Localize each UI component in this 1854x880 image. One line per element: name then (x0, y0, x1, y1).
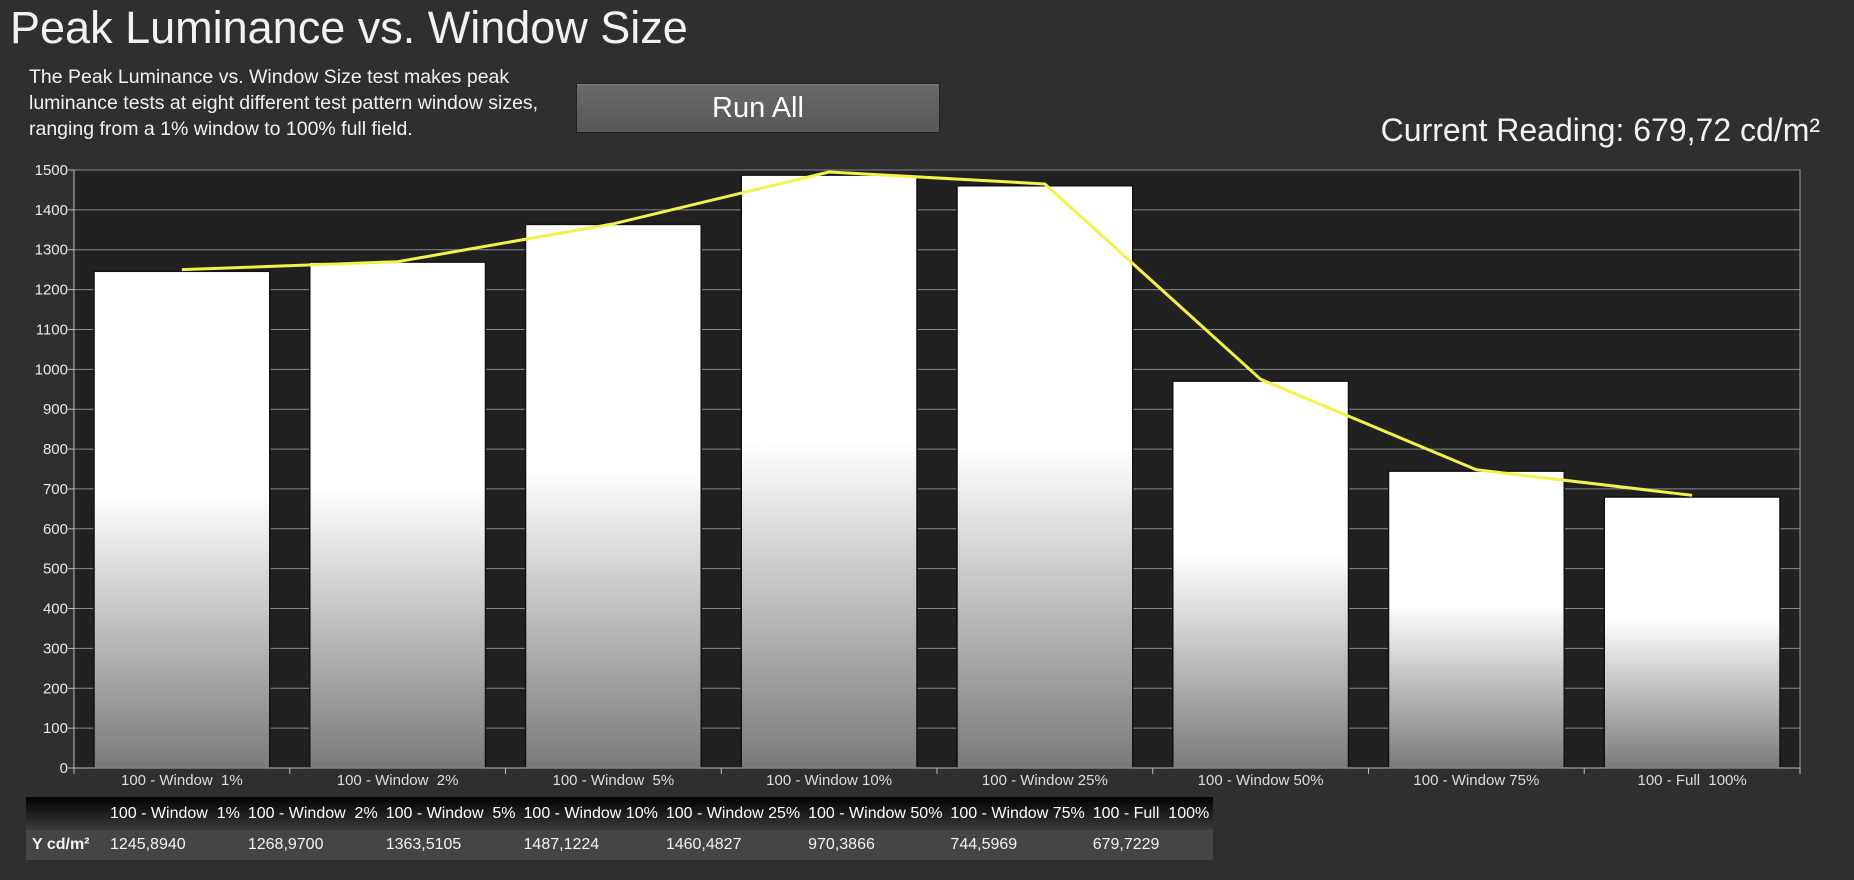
x-tick-label: 100 - Window 5% (553, 772, 675, 789)
y-tick-label: 1100 (36, 321, 68, 338)
current-reading: Current Reading: 679,72 cd/m² (1380, 112, 1820, 148)
table-header-row: 100 - Window 1% 100 - Window 2% 100 - Wind… (26, 797, 1214, 830)
table-column-header: 100 - Window 5% (381, 797, 520, 830)
x-tick-label: 100 - Window 25% (982, 772, 1108, 789)
y-tick-label: 1400 (35, 202, 68, 219)
bar (93, 270, 271, 769)
y-tick-label: 0 (60, 760, 68, 777)
y-tick-label: 1000 (35, 361, 68, 378)
bar (1387, 470, 1565, 769)
table-row: Y cd/m² 1245,8940 1268,9700 1363,5105 1487,1… (26, 830, 1214, 860)
table-column-header: 100 - Window 10% (519, 797, 662, 830)
table-cell: 1245,8940 (106, 830, 244, 860)
table-corner-cell (26, 797, 106, 830)
bar (1172, 380, 1350, 769)
bar (740, 174, 918, 769)
table-cell: 744,5969 (946, 830, 1089, 860)
y-tick-label: 100 (43, 720, 68, 737)
y-tick-label: 900 (43, 401, 68, 418)
x-tick-label: 100 - Window 75% (1413, 772, 1539, 789)
table-row-label: Y cd/m² (26, 830, 106, 860)
x-tick-label: 100 - Window 50% (1198, 772, 1324, 789)
x-tick-label: 100 - Window 2% (337, 772, 459, 789)
table-column-header: 100 - Window 1% (106, 797, 244, 830)
y-tick-label: 300 (43, 640, 68, 657)
table-cell: 1363,5105 (381, 830, 520, 860)
y-tick-label: 1500 (35, 162, 68, 179)
page-title: Peak Luminance vs. Window Size (10, 2, 688, 53)
table-cell: 970,3866 (804, 830, 947, 860)
table-cell: 679,7229 (1088, 830, 1214, 860)
x-tick-label: 100 - Full 100% (1638, 772, 1747, 789)
table-cell: 1460,4827 (661, 830, 805, 860)
table-column-header: 100 - Window 25% (661, 797, 805, 830)
bar (1603, 496, 1781, 769)
table-column-header: 100 - Window 2% (243, 797, 382, 830)
table-column-header: 100 - Window 50% (804, 797, 947, 830)
bar (524, 223, 702, 769)
test-description: The Peak Luminance vs. Window Size test … (29, 66, 539, 140)
y-tick-label: 400 (43, 601, 68, 618)
y-tick-label: 500 (43, 561, 68, 578)
y-tick-label: 1300 (35, 242, 68, 259)
y-tick-label: 700 (43, 481, 68, 498)
y-tick-label: 600 (43, 521, 68, 538)
y-tick-label: 800 (43, 441, 68, 458)
series-line (181, 170, 1693, 497)
table-cell: 1487,1224 (519, 830, 662, 860)
results-table: 100 - Window 1% 100 - Window 2% 100 - Wind… (26, 797, 1214, 860)
luminance-chart: 0 100 200 300 400 500 600 700 800 900 1000 1100 1200… (35, 162, 1801, 789)
run-all-button[interactable]: Run All (576, 83, 940, 133)
table-column-header: 100 - Full 100% (1088, 797, 1214, 830)
x-tick-label: 100 - Window 1% (121, 772, 243, 789)
bar (309, 261, 487, 769)
bar (956, 185, 1134, 769)
x-tick-label: 100 - Window 10% (766, 772, 892, 789)
y-tick-label: 200 (43, 680, 68, 697)
y-tick-label: 1200 (35, 282, 68, 299)
table-cell: 1268,9700 (243, 830, 382, 860)
table-column-header: 100 - Window 75% (946, 797, 1089, 830)
